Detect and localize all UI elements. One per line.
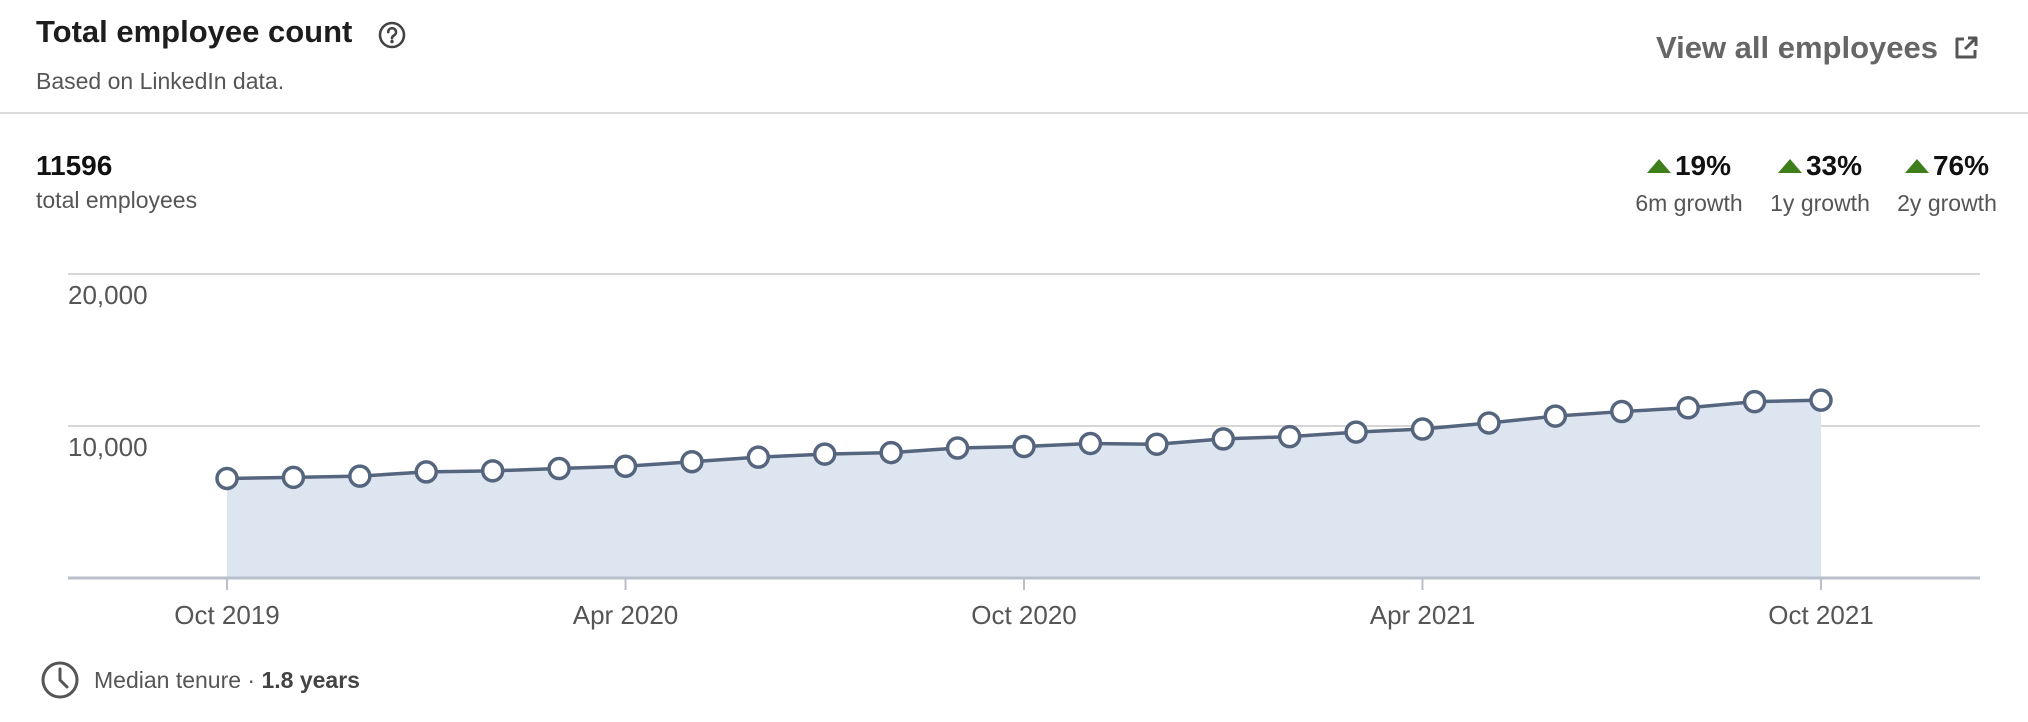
total-employee-label: total employees bbox=[36, 187, 198, 213]
growth-6m-value: 19% bbox=[1674, 150, 1732, 181]
x-tick-label: Oct 2021 bbox=[1768, 600, 1874, 630]
x-tick-label: Apr 2020 bbox=[573, 600, 679, 630]
data-point bbox=[613, 454, 638, 479]
view-all-employees-link[interactable]: View all employees bbox=[1656, 30, 1980, 66]
data-point bbox=[813, 442, 837, 466]
area-fill bbox=[227, 400, 1821, 578]
growth-1y-label: 1y growth bbox=[1770, 190, 1870, 216]
external-link-icon bbox=[1955, 36, 1978, 59]
y-tick-label: 20,000 bbox=[68, 280, 148, 310]
data-point bbox=[1344, 420, 1368, 444]
growth-2y-label: 2y growth bbox=[1897, 190, 1997, 216]
card-title: Total employee count bbox=[36, 14, 353, 49]
x-tick-label: Apr 2021 bbox=[1370, 600, 1476, 630]
data-point bbox=[879, 440, 903, 465]
data-point bbox=[1543, 404, 1568, 428]
median-tenure-label: Median tenure · bbox=[94, 666, 262, 693]
growth-2y-value: 76% bbox=[1932, 150, 1990, 181]
card-subtitle: Based on LinkedIn data. bbox=[36, 68, 285, 94]
view-all-label: View all employees bbox=[1655, 30, 1938, 65]
data-point bbox=[680, 449, 704, 474]
data-point bbox=[1277, 424, 1302, 449]
growth-1y: 33% 1y growth bbox=[1758, 150, 1882, 217]
y-tick-label: 10,000 bbox=[68, 432, 148, 462]
data-point bbox=[1012, 434, 1036, 459]
up-arrow-icon bbox=[1646, 159, 1671, 173]
data-point bbox=[1676, 396, 1700, 420]
data-point bbox=[1610, 399, 1634, 424]
data-point bbox=[281, 465, 306, 490]
data-point bbox=[1477, 411, 1501, 435]
data-point bbox=[215, 466, 239, 491]
data-point bbox=[1211, 427, 1235, 451]
data-point bbox=[547, 456, 571, 481]
x-tick-label: Oct 2019 bbox=[174, 600, 280, 630]
data-point bbox=[1410, 417, 1435, 441]
data-point bbox=[1145, 432, 1169, 456]
total-employee-count: 11596 bbox=[36, 150, 113, 181]
median-tenure: Median tenure · 1.8 years bbox=[40, 660, 360, 700]
data-point bbox=[414, 460, 438, 484]
data-point bbox=[1078, 431, 1103, 456]
data-point bbox=[1809, 388, 1833, 412]
employee-count-chart: 10,000 20,000 Oct 2019 Apr 2020 Oct 2020 Apr … bbox=[68, 273, 1980, 630]
growth-1y-value: 33% bbox=[1805, 150, 1863, 181]
help-icon[interactable] bbox=[377, 20, 407, 50]
data-point bbox=[348, 464, 372, 488]
header-divider bbox=[0, 112, 2028, 114]
clock-icon bbox=[41, 661, 79, 699]
up-arrow-icon bbox=[1904, 159, 1929, 173]
data-point bbox=[746, 445, 771, 469]
data-point bbox=[1742, 389, 1767, 414]
growth-6m-label: 6m growth bbox=[1635, 190, 1743, 216]
up-arrow-icon bbox=[1777, 159, 1802, 173]
x-tick-label: Oct 2020 bbox=[971, 600, 1077, 630]
data-point bbox=[945, 436, 970, 460]
median-tenure-value: 1.8 years bbox=[261, 666, 360, 693]
growth-6m: 19% 6m growth bbox=[1627, 150, 1751, 217]
data-point bbox=[480, 459, 505, 483]
growth-2y: 76% 2y growth bbox=[1885, 150, 2009, 217]
